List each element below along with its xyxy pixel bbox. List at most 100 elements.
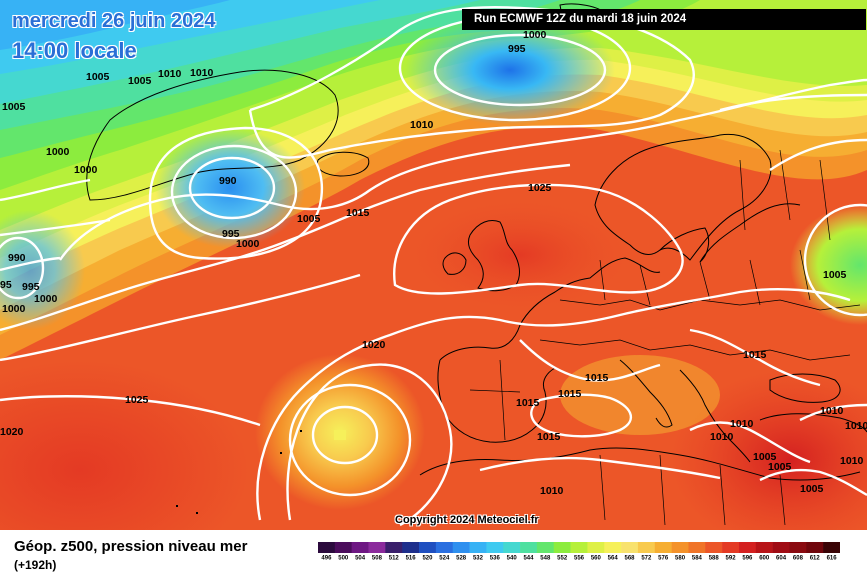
- colorbar-label: 532: [473, 556, 484, 561]
- isobar-label: 1015: [537, 431, 561, 443]
- colorbar-label: 516: [406, 556, 417, 561]
- colorbar-swatch: [486, 542, 504, 553]
- colorbar-label: 604: [776, 556, 787, 561]
- colorbar-swatch: [402, 542, 420, 553]
- isobar-label: 1010: [158, 68, 182, 80]
- colorbar-label: 520: [422, 556, 433, 561]
- colorbar-label: 528: [456, 556, 467, 561]
- colorbar-label: 568: [625, 556, 636, 561]
- isobar-label: 995: [508, 43, 526, 55]
- isobar-label: 1005: [823, 269, 847, 281]
- colorbar-label: 536: [490, 556, 501, 561]
- colorbar-label: 552: [557, 556, 568, 561]
- colorbar-swatch: [789, 542, 807, 553]
- colorbar-swatch: [419, 542, 437, 553]
- isobar-labels: 1005 1005 1010 1010 1005 1000 1000 990 9…: [0, 29, 867, 497]
- lead-time: (+192h): [14, 558, 57, 572]
- isobar-label: 1010: [730, 418, 754, 430]
- valid-time: 14:00 locale: [12, 38, 137, 63]
- colorbar-swatch: [621, 542, 639, 553]
- colorbar-swatch: [738, 542, 757, 553]
- isobar-label: 1025: [528, 182, 552, 194]
- legend-bar: Géop. z500, pression niveau mer (+192h) …: [0, 530, 867, 581]
- colorbar-swatch: [469, 542, 487, 553]
- isobar-label: 1025: [125, 394, 149, 406]
- isobar-label: 1015: [743, 349, 767, 361]
- model-run-banner: Run ECMWF 12Z du mardi 18 juin 2024: [462, 9, 866, 30]
- isobar-label: 1015: [516, 397, 540, 409]
- colorbar-swatch: [503, 542, 521, 553]
- colorbar-swatch: [351, 542, 369, 553]
- colorbar-swatch: [654, 542, 672, 553]
- colorbar-swatch: [435, 542, 454, 553]
- colorbar-label: 500: [338, 556, 349, 561]
- valid-date: mercredi 26 juin 2024: [12, 10, 216, 32]
- colorbar-swatch: [520, 542, 538, 553]
- colorbar-label: 592: [726, 556, 737, 561]
- markers: [176, 430, 346, 514]
- colorbar-swatch: [806, 542, 824, 553]
- colorbar-label: 524: [439, 556, 450, 561]
- colorbar-label: 540: [507, 556, 518, 561]
- colorbar-swatch: [318, 542, 336, 553]
- isobar-label: 1010: [410, 119, 434, 131]
- colorbar-label: 580: [675, 556, 686, 561]
- isobar-label: 1010: [540, 485, 564, 497]
- isobar-label: 1015: [585, 372, 609, 384]
- isobar-label: 1010: [190, 67, 214, 79]
- colorbar-label: 600: [759, 556, 770, 561]
- isobar-label: 1005: [753, 451, 777, 463]
- colorbar-label: 572: [641, 556, 652, 561]
- isobar-label: 1000: [236, 238, 260, 250]
- isobar-label: 995: [222, 228, 240, 240]
- isobar-label: 1005: [86, 71, 110, 83]
- colorbar-label: 576: [658, 556, 669, 561]
- colorbar-label: 496: [321, 556, 332, 561]
- isobar-label: 95: [0, 279, 12, 291]
- product-title: Géop. z500, pression niveau mer: [14, 538, 248, 555]
- isobar-label: 1000: [46, 146, 70, 158]
- colorbar-swatch: [334, 542, 352, 553]
- colorbar-swatch: [755, 542, 773, 553]
- colorbar-label: 588: [709, 556, 720, 561]
- isobar-label: 1010: [840, 455, 864, 467]
- colorbar-label: 564: [608, 556, 619, 561]
- colorbar-label: 504: [355, 556, 366, 561]
- isobar-label: 1020: [362, 339, 386, 351]
- colorbar-swatch: [823, 542, 840, 553]
- isobar-label: 1020: [0, 426, 24, 438]
- colorbar-swatch: [722, 542, 740, 553]
- colorbar-swatch: [705, 542, 723, 553]
- isobar-label: 1005: [297, 213, 321, 225]
- isobar-label: 1005: [128, 75, 152, 87]
- colorbar-label: 612: [810, 556, 821, 561]
- colorbar-label: 512: [389, 556, 400, 561]
- colorbar-swatch: [368, 542, 386, 553]
- colorbar-swatch: [637, 542, 656, 553]
- colorbar-swatch: [553, 542, 571, 553]
- isobar-label: 1000: [2, 303, 26, 315]
- colorbar-swatch: [604, 542, 622, 553]
- isobar-label: 1015: [346, 207, 370, 219]
- colorbar-swatch: [587, 542, 605, 553]
- colorbar-label: 548: [540, 556, 551, 561]
- colorbar-swatch: [385, 542, 403, 553]
- colorbar-swatch: [688, 542, 706, 553]
- isobar-label: 1005: [800, 483, 824, 495]
- isobar-label: 1000: [74, 164, 98, 176]
- isobar-label: 1000: [34, 293, 58, 305]
- isobar-label: 1005: [768, 461, 792, 473]
- isobar-label: 1015: [558, 388, 582, 400]
- isobars: [0, 5, 867, 527]
- map-canvas: 1005 1005 1010 1010 1005 1000 1000 990 9…: [0, 0, 867, 530]
- isobar-label: 1010: [710, 431, 734, 443]
- isobar-label: 1005: [2, 101, 26, 113]
- colorbar-swatch: [536, 542, 555, 553]
- colorbar-label: 596: [742, 556, 753, 561]
- colorbar-label: 584: [692, 556, 703, 561]
- isobar-label: 990: [219, 175, 237, 187]
- colorbar-swatch: [772, 542, 790, 553]
- coastlines: [86, 3, 867, 526]
- colorbar-label: 616: [827, 556, 838, 561]
